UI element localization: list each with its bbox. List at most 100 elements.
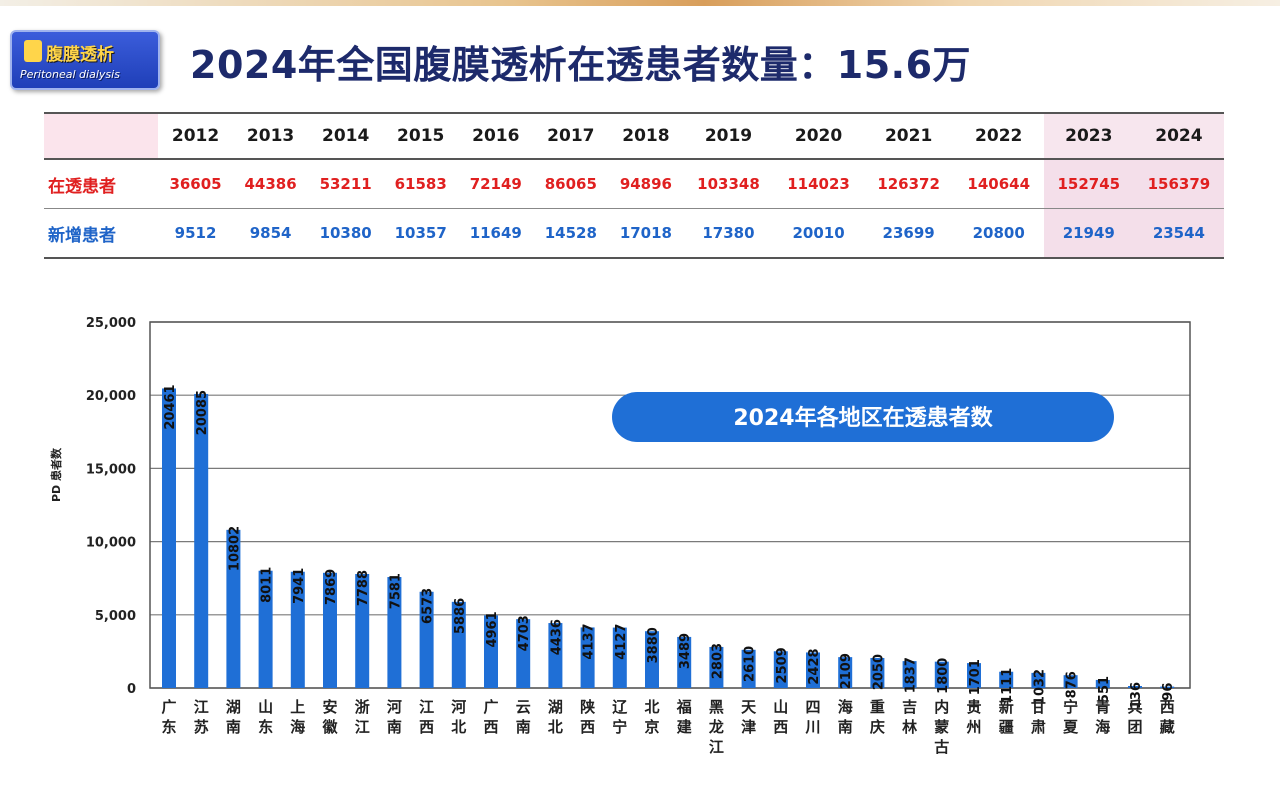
bar [612, 627, 627, 688]
y-tick-label: 10,000 [86, 536, 136, 551]
table-cell: 9512 [174, 224, 217, 242]
table-cell: 11649 [469, 224, 522, 242]
bar-value-label: 136 [1129, 682, 1144, 709]
bar [773, 651, 788, 688]
bar [999, 671, 1014, 688]
y-tick-label: 0 [127, 682, 136, 697]
bar [870, 657, 885, 688]
table-cell: 72149 [469, 175, 522, 193]
table-cell: 17018 [619, 224, 672, 242]
bar-value-label: 3880 [646, 627, 661, 663]
bar [902, 661, 917, 688]
bar-value-label: 2803 [710, 643, 725, 679]
bar [1095, 679, 1110, 688]
bar-value-label: 10802 [227, 526, 242, 571]
x-category-label: 西藏 [1160, 698, 1175, 736]
x-category-label: 新疆 [999, 698, 1014, 736]
bar [290, 571, 305, 688]
table-cell: 23544 [1133, 208, 1224, 258]
bar-value-label: 2428 [807, 648, 822, 684]
x-category-label: 黑龙江 [708, 698, 724, 756]
y-axis-label: PD 患者数 [49, 447, 63, 502]
table-cell: 126372 [877, 175, 940, 193]
bar [258, 570, 273, 688]
bar [194, 393, 209, 688]
bar-value-label: 1837 [904, 657, 919, 693]
bar-value-label: 20085 [195, 390, 210, 435]
x-category-label: 河南 [387, 698, 402, 736]
x-category-label: 云南 [516, 698, 531, 736]
year-header-cell: 2023 [1043, 113, 1134, 159]
bar [1128, 686, 1142, 688]
bar [838, 657, 853, 688]
table-cell: 94896 [619, 175, 672, 193]
bar-chart-svg: 0 5,000 10,000 15,000 20,000 25,000 PD 患者数 2046… [49, 316, 1191, 756]
bar-value-label: 7869 [324, 569, 339, 605]
peritoneal-dialysis-logo: 腹膜透析 Peritoneal dialysis [10, 30, 160, 90]
year-header-cell: 2021 [884, 126, 933, 146]
logo-icon [24, 40, 42, 62]
bar [645, 631, 659, 688]
bar-value-label: 1111 [1000, 668, 1015, 704]
x-category-label: 河北 [451, 698, 466, 736]
bar-value-label: 7941 [292, 568, 307, 604]
bar-value-label: 2509 [775, 647, 790, 683]
bar [967, 663, 981, 688]
year-header-cell: 2013 [246, 126, 295, 146]
x-category-label: 海南 [838, 698, 853, 736]
bar [806, 652, 820, 688]
table-cell: 103348 [697, 175, 760, 193]
year-header-cell: 2024 [1133, 113, 1224, 159]
table-cell: 23699 [882, 224, 935, 242]
x-category-label: 天津 [741, 698, 757, 736]
y-tick-label: 20,000 [86, 389, 136, 404]
bar-value-label: 4961 [485, 611, 500, 647]
bar-value-label: 1800 [936, 658, 951, 694]
x-category-label: 甘肃 [1031, 698, 1046, 736]
bar [451, 601, 466, 688]
y-tick-label: 5,000 [95, 609, 136, 624]
bar-value-label: 4436 [549, 619, 564, 655]
yearly-stats-table: 2012 2013 2014 2015 2016 2017 2018 2019 2020 2021… [44, 112, 1224, 259]
x-category-label: 山东 [258, 698, 273, 736]
x-category-label: 广西 [483, 698, 498, 736]
chart-title: 2024年各地区在透患者数 [733, 405, 993, 431]
x-category-label: 上海 [290, 698, 305, 736]
bar [741, 649, 756, 688]
bar-value-label: 7581 [388, 573, 403, 609]
table-cell: 21949 [1043, 208, 1134, 258]
bar [1031, 672, 1046, 688]
table-cell: 10357 [394, 224, 447, 242]
table-cell: 86065 [544, 175, 597, 193]
bar [1063, 675, 1078, 688]
bar-value-label: 96 [1161, 683, 1176, 701]
bar [323, 572, 337, 688]
bar [419, 591, 434, 688]
year-header-cell: 2012 [171, 126, 220, 146]
bar [516, 619, 531, 688]
x-category-label: 江苏 [194, 698, 209, 736]
bar [355, 573, 370, 688]
bar-value-label: 3489 [678, 633, 693, 669]
bar [1160, 686, 1175, 688]
x-category-label: 兵团 [1127, 698, 1142, 736]
x-category-label: 青海 [1095, 698, 1110, 736]
x-category-label: 安徽 [321, 698, 338, 736]
table-cell: 17380 [702, 224, 755, 242]
year-header-cell: 2020 [794, 126, 843, 146]
table-cell: 53211 [319, 175, 372, 193]
bar [387, 577, 402, 688]
year-header-cell: 2022 [975, 126, 1023, 146]
bar [162, 388, 176, 688]
table-cell: 114023 [787, 175, 850, 193]
x-category-label: 辽宁 [612, 698, 627, 736]
x-category-label: 北京 [644, 698, 659, 736]
table-cell: 156379 [1133, 159, 1224, 209]
x-category-label: 广东 [161, 698, 176, 736]
table-cell: 36605 [169, 175, 222, 193]
x-category-label: 四川 [804, 698, 820, 736]
x-category-label: 宁夏 [1062, 698, 1079, 736]
page-title: 2024年全国腹膜透析在透患者数量：15.6万 [190, 43, 972, 87]
bar-value-label: 4703 [517, 615, 532, 651]
year-header-cell: 2017 [547, 126, 595, 146]
